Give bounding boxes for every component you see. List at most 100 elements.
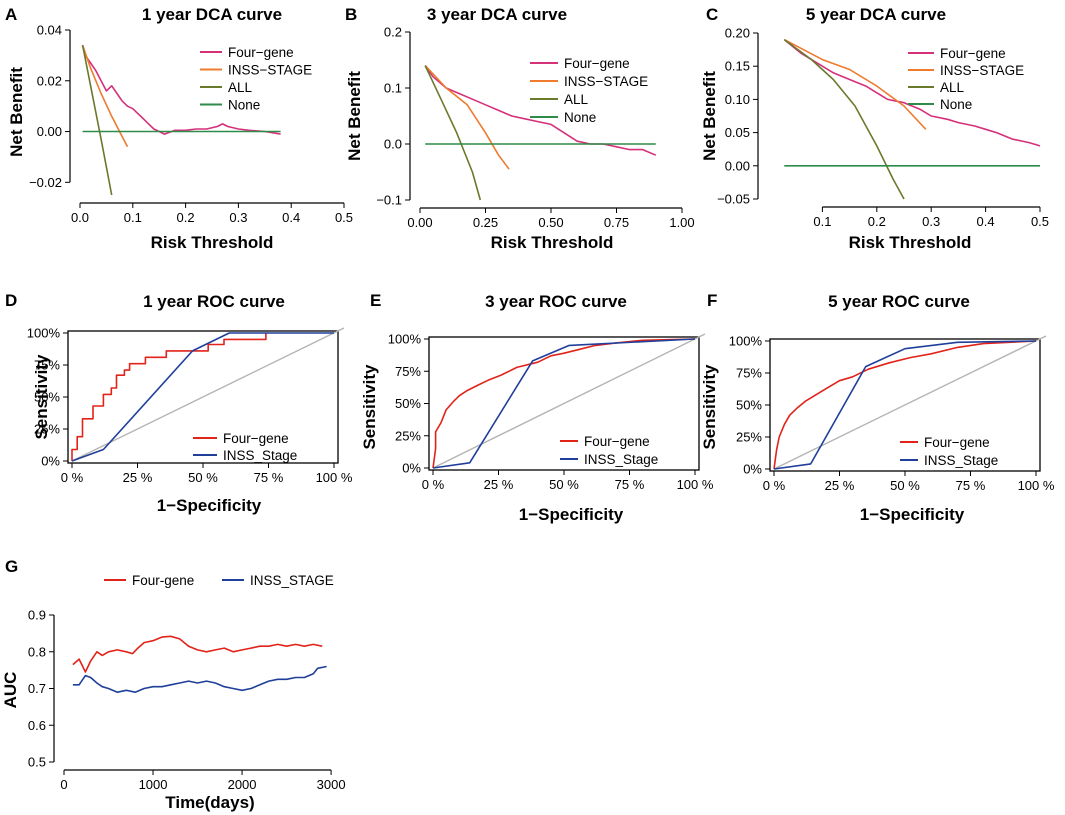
series-line-four-gene (71, 333, 267, 461)
legend-label: INSS_Stage (223, 448, 297, 463)
legend: Four−gene INSS_Stage (560, 434, 658, 467)
legend-label: Four−gene (228, 45, 294, 60)
y-tick-label: 0.0 (384, 137, 402, 152)
y-tick-label: 0.05 (725, 125, 750, 140)
y-tick-label: 0.5 (28, 755, 46, 770)
x-tick-label: 100 % (677, 477, 714, 492)
series-line-all (424, 65, 482, 201)
x-tick-label: 100 % (316, 470, 353, 485)
x-tick-label: 50 % (188, 470, 218, 485)
y-tick-label: −0.02 (29, 175, 62, 190)
x-tick-label: 25 % (123, 470, 153, 485)
series-line-inss-stage (424, 65, 510, 170)
x-tick-label: 0.1 (124, 210, 142, 225)
x-tick-label: 75 % (956, 478, 986, 493)
x-axis-label: Risk Threshold (849, 233, 972, 252)
x-axis-label: Time(days) (165, 793, 254, 812)
panel-b: B 3 year DCA curve −0.1 0.0 0.1 0.2 0.00 0.25 0.… (345, 5, 695, 252)
y-tick-label: 75% (34, 358, 60, 373)
legend-label: None (228, 98, 260, 113)
y-axis-label: AUC (1, 672, 20, 709)
x-tick-label: 0.0 (71, 210, 89, 225)
y-tick-label: 100% (27, 326, 61, 341)
x-tick-label: 0.3 (229, 210, 247, 225)
legend: Four-gene INSS_STAGE (104, 573, 334, 588)
legend-label: ALL (564, 92, 589, 107)
y-tick-label: 100% (388, 332, 422, 347)
y-tick-label: 0.10 (725, 92, 750, 107)
chart-title: 3 year ROC curve (485, 292, 627, 311)
x-tick-label: 0.25 (473, 215, 498, 230)
legend-label: Four-gene (132, 573, 194, 588)
chart-title: 1 year DCA curve (142, 5, 282, 24)
y-tick-label: 25% (736, 430, 762, 445)
x-tick-label: 0 % (763, 478, 786, 493)
legend-label: ALL (940, 80, 965, 95)
legend-label: INSS_Stage (584, 452, 658, 467)
legend-label: None (940, 97, 972, 112)
x-axis-label: Risk Threshold (151, 233, 274, 252)
y-tick-label: 0.00 (725, 158, 750, 173)
legend: Four−gene INSS−STAGE ALL None (908, 46, 1024, 112)
legend-label: Four−gene (223, 431, 289, 446)
panel-label: C (706, 5, 718, 24)
chart-title: 3 year DCA curve (427, 5, 567, 24)
series-line-inss-stage (81, 44, 129, 148)
legend-label: Four−gene (564, 56, 630, 71)
chart-title: 1 year ROC curve (143, 292, 285, 311)
x-tick-label: 0.3 (922, 214, 940, 229)
x-axis-label: 1−Specificity (860, 505, 965, 524)
x-tick-label: 0.50 (538, 215, 563, 230)
legend-label: INSS−STAGE (940, 63, 1024, 78)
y-tick-label: 0% (41, 454, 60, 469)
x-tick-label: 1000 (139, 777, 168, 792)
y-axis-label: Sensitivity (700, 364, 719, 450)
y-tick-label: 25% (34, 422, 60, 437)
y-tick-label: 0.7 (28, 681, 46, 696)
y-tick-label: 0.15 (725, 59, 750, 74)
legend-label: Four−gene (940, 46, 1006, 61)
y-tick-label: 25% (395, 428, 421, 443)
series-line-inss-stage (773, 340, 1037, 470)
x-tick-label: 0 (60, 777, 67, 792)
y-axis-label: Net Benefit (7, 67, 26, 157)
legend: Four−gene INSS−STAGE ALL None (530, 56, 648, 125)
y-axis-label: Net Benefit (700, 71, 719, 161)
x-tick-label: 1.00 (669, 215, 694, 230)
x-tick-label: 50 % (549, 477, 579, 492)
y-tick-label: 75% (395, 364, 421, 379)
y-tick-label: 0.8 (28, 644, 46, 659)
x-tick-label: 25 % (484, 477, 514, 492)
x-tick-label: 75 % (254, 470, 284, 485)
series-line-four-gene (81, 44, 281, 135)
x-tick-label: 0.4 (282, 210, 300, 225)
chart-title: 5 year ROC curve (828, 292, 970, 311)
x-tick-label: 2000 (228, 777, 257, 792)
panel-label: B (345, 5, 357, 24)
x-tick-label: 0.2 (177, 210, 195, 225)
panel-label: G (5, 557, 18, 576)
y-tick-label: 0.6 (28, 718, 46, 733)
series-line-inss-stage (72, 665, 327, 694)
y-tick-label: 75% (736, 366, 762, 381)
series-line-inss-stage (783, 38, 927, 130)
x-axis-label: Risk Threshold (491, 233, 614, 252)
x-tick-label: 0.5 (335, 210, 353, 225)
panel-label: E (370, 291, 381, 310)
x-tick-label: 75 % (615, 477, 645, 492)
x-axis-label: 1−Specificity (519, 505, 624, 524)
y-tick-label: 0.04 (37, 23, 62, 38)
x-tick-label: 0.00 (407, 215, 432, 230)
y-tick-label: 0.02 (37, 73, 62, 88)
x-tick-label: 50 % (890, 478, 920, 493)
x-tick-label: 0.5 (1031, 214, 1049, 229)
panel-label: A (5, 5, 17, 24)
series-line-four-gene (72, 635, 323, 673)
legend-label: INSS−STAGE (228, 63, 312, 78)
x-tick-label: 0.75 (604, 215, 629, 230)
y-tick-label: 50% (34, 390, 60, 405)
reference-diagonal (432, 333, 706, 469)
series-line-four-gene (773, 340, 1037, 470)
panel-e: E 3 year ROC curve 0% 25% 50% 75% 100% 0 % 25 % 5… (360, 291, 714, 524)
